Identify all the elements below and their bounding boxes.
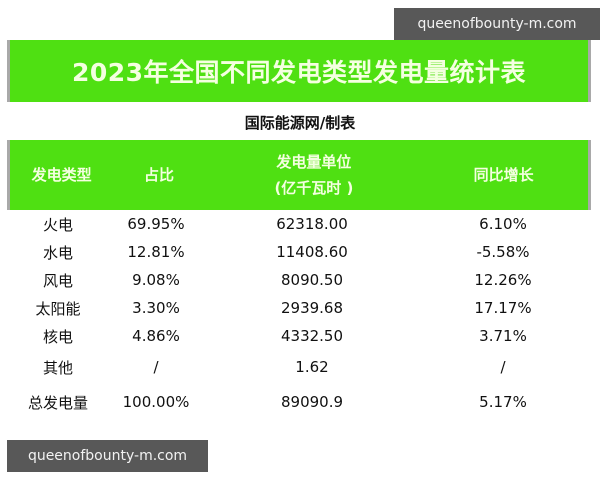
header-share: 占比 [143,166,174,184]
page-title: 2023年全国不同发电类型发电量统计表 [71,58,527,87]
header-type: 发电类型 [31,166,92,184]
title-banner: 2023年全国不同发电类型发电量统计表 [7,40,591,102]
cell-type: 总发电量 [27,393,88,412]
cell-share: 4.86% [132,327,180,345]
cell-yoy: 5.17% [479,393,527,411]
cell-generation: 62318.00 [276,215,348,233]
table-body: 火电 69.95% 62318.00 6.10% 水电 12.81% 11408… [10,210,588,420]
table-row-total: 总发电量 100.00% 89090.9 5.17% [10,384,588,420]
cell-yoy: 12.26% [474,271,532,289]
header-yoy: 同比增长 [473,166,534,184]
cell-type: 火电 [42,215,73,234]
cell-generation: 89090.9 [280,393,344,411]
cell-generation: 1.62 [295,358,329,376]
header-generation-line2: (亿千瓦时 ) [274,179,354,197]
watermark-top: queenofbounty-m.com [394,8,600,40]
cell-generation: 4332.50 [280,327,344,345]
cell-share: 69.95% [127,215,185,233]
header-generation-line1: 发电量单位 [276,153,352,171]
cell-yoy: 3.71% [479,327,527,345]
table-row: 核电 4.86% 4332.50 3.71% [10,322,588,350]
cell-type: 水电 [42,243,73,262]
table-row: 太阳能 3.30% 2939.68 17.17% [10,294,588,322]
table-row: 其他 / 1.62 / [10,350,588,384]
cell-type: 太阳能 [35,299,81,318]
cell-generation: 8090.50 [280,271,344,289]
cell-type: 风电 [42,271,73,290]
cell-generation: 11408.60 [276,243,348,261]
source-credit: 国际能源网/制表 [244,113,356,132]
table-header: 发电类型 占比 发电量单位 (亿千瓦时 ) 同比增长 [7,140,591,210]
table-row: 水电 12.81% 11408.60 -5.58% [10,238,588,266]
cell-share: 3.30% [132,299,180,317]
cell-generation: 2939.68 [280,299,344,317]
cell-share: 100.00% [122,393,190,411]
cell-yoy: / [500,358,506,376]
cell-type: 其他 [42,358,73,377]
table-row: 风电 9.08% 8090.50 12.26% [10,266,588,294]
cell-yoy: 17.17% [474,299,532,317]
cell-share: 12.81% [127,243,185,261]
watermark-bottom: queenofbounty-m.com [7,440,208,472]
cell-yoy: 6.10% [479,215,527,233]
cell-share: / [153,358,159,376]
table-row: 火电 69.95% 62318.00 6.10% [10,210,588,238]
cell-share: 9.08% [132,271,180,289]
header-generation: 发电量单位 (亿千瓦时 ) [209,149,420,201]
cell-yoy: -5.58% [476,243,530,261]
cell-type: 核电 [42,327,73,346]
